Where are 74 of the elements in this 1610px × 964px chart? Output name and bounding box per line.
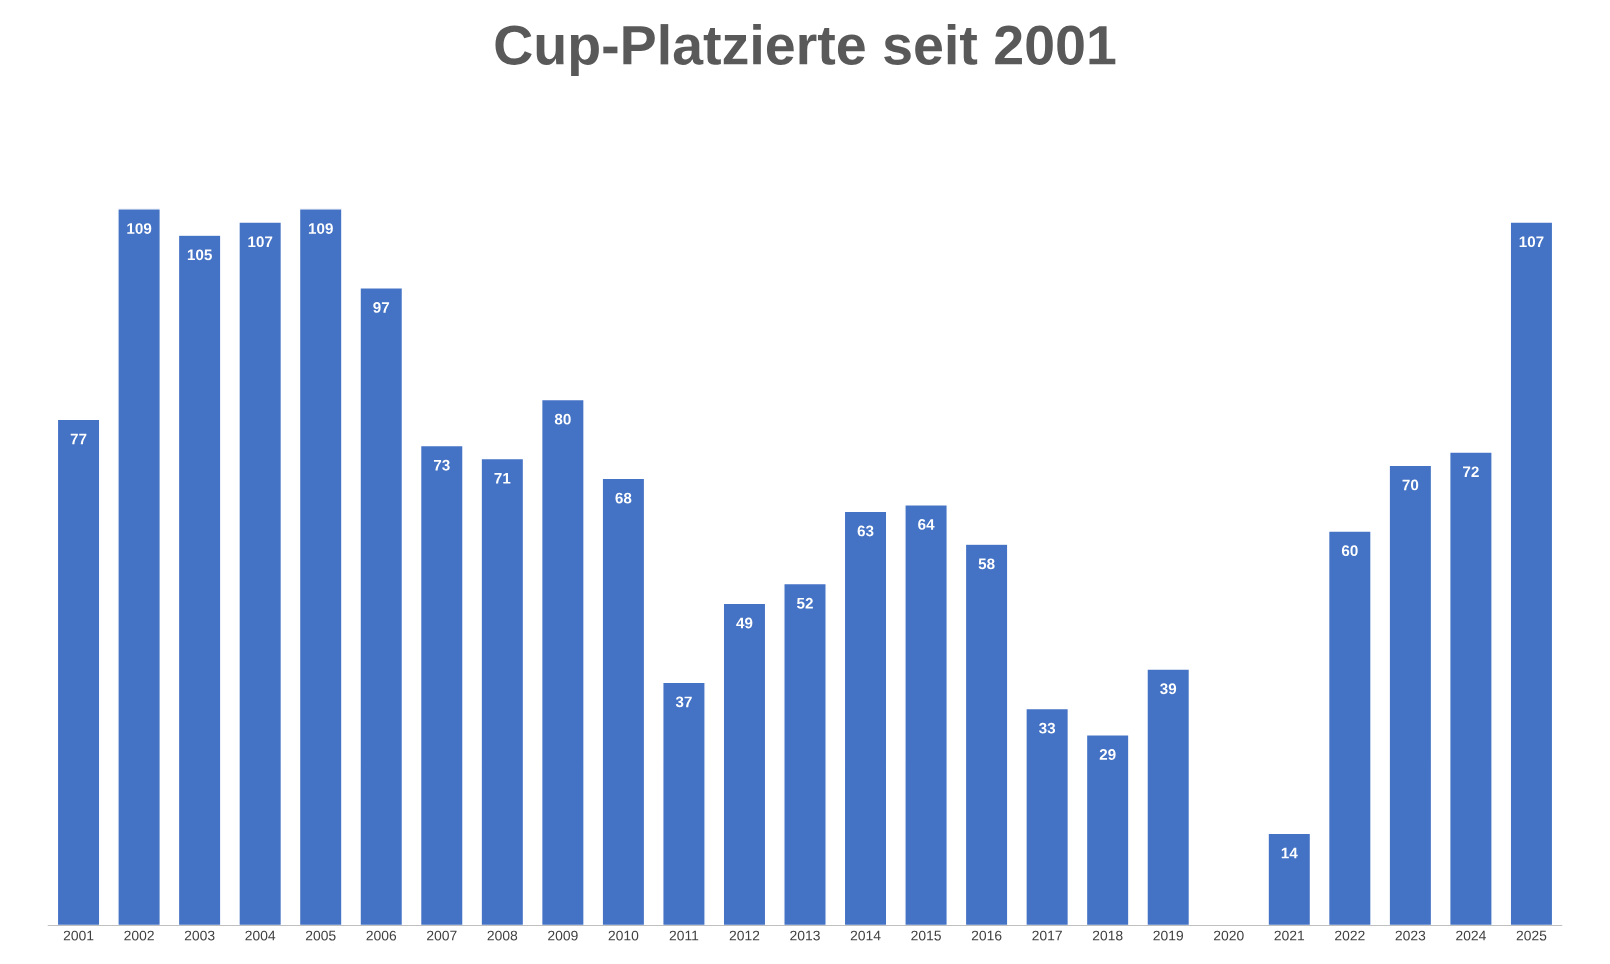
bar — [177, 234, 222, 926]
x-tick-label: 2019 — [1153, 930, 1184, 941]
x-tick-label: 2002 — [124, 930, 154, 941]
bar — [480, 457, 525, 926]
data-label: 71 — [494, 473, 511, 484]
data-label: 60 — [1341, 545, 1358, 557]
data-label: 29 — [1099, 749, 1116, 760]
data-label: 49 — [736, 617, 753, 629]
bar — [1025, 707, 1070, 926]
x-tick-label: 2007 — [427, 930, 457, 941]
bar — [359, 287, 404, 926]
bar — [722, 602, 767, 926]
data-label: 68 — [615, 492, 632, 504]
data-label: 73 — [433, 459, 450, 471]
bar — [117, 208, 161, 926]
chart-title: Cup-Platzierte seit 2001 — [495, 24, 1116, 76]
data-label: 80 — [554, 413, 571, 425]
data-label: 77 — [70, 433, 87, 445]
x-tick-label: 2016 — [971, 930, 1002, 941]
x-tick-label: 2017 — [1032, 930, 1062, 941]
data-label: 97 — [373, 302, 390, 313]
bar — [238, 221, 283, 926]
x-tick-label: 2013 — [790, 930, 820, 941]
bar — [1509, 221, 1554, 926]
x-tick-label: 2003 — [184, 930, 215, 941]
data-label: 70 — [1402, 479, 1419, 491]
x-tick-label: 2010 — [608, 930, 639, 941]
data-label: 14 — [1281, 847, 1298, 859]
data-label: 109 — [127, 223, 152, 234]
x-tick-label: 2006 — [366, 930, 397, 941]
x-tick-label: 2014 — [850, 930, 881, 941]
x-tick-label: 2024 — [1456, 930, 1486, 941]
x-tick-label: 2025 — [1516, 930, 1547, 941]
bar — [1327, 530, 1372, 926]
x-tick-label: 2021 — [1274, 930, 1305, 941]
data-label: 107 — [1519, 236, 1544, 248]
x-tick-label: 2015 — [911, 930, 941, 941]
x-tick-label: 2005 — [305, 930, 336, 941]
x-tick-label: 2004 — [245, 930, 276, 941]
bar — [1146, 668, 1191, 926]
data-label: 37 — [675, 696, 692, 708]
data-label: 39 — [1160, 683, 1177, 695]
data-label: 63 — [857, 525, 874, 537]
bar — [1388, 464, 1433, 926]
bar — [298, 208, 343, 926]
data-label: 105 — [187, 249, 212, 261]
data-label: 109 — [308, 223, 333, 234]
x-tick-label: 2008 — [487, 930, 518, 941]
bar — [783, 582, 827, 926]
x-tick-label: 2023 — [1395, 930, 1426, 941]
bar — [601, 477, 646, 926]
x-tick-label: 2022 — [1335, 930, 1365, 941]
data-label: 58 — [978, 558, 995, 570]
bar — [843, 510, 888, 926]
bar — [540, 398, 585, 926]
x-tick-label: 2011 — [669, 930, 699, 941]
bar — [904, 503, 948, 926]
bar — [1449, 451, 1493, 926]
bar — [964, 543, 1009, 926]
x-tick-label: 2020 — [1214, 930, 1244, 941]
x-tick-label: 2012 — [729, 930, 760, 941]
bar — [1085, 734, 1130, 926]
data-label: 107 — [248, 236, 273, 248]
bar — [662, 681, 706, 926]
bar — [56, 418, 101, 926]
x-tick-label: 2001 — [63, 930, 94, 941]
x-tick-label: 2009 — [548, 930, 578, 941]
bar — [419, 444, 464, 926]
x-tick-label: 2018 — [1092, 930, 1123, 941]
data-label: 64 — [918, 518, 935, 530]
data-label: 72 — [1463, 466, 1479, 478]
data-label: 52 — [796, 597, 813, 609]
data-label: 33 — [1039, 722, 1056, 734]
bar — [1267, 832, 1312, 926]
